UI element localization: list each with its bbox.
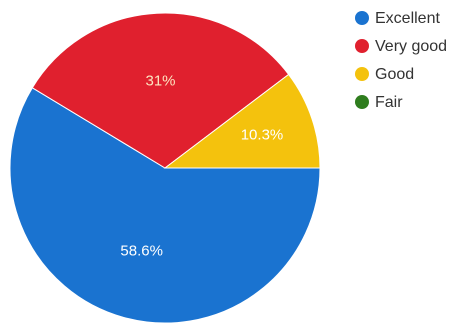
data-label-very-good: 31% <box>145 72 175 89</box>
legend-item-excellent: Excellent <box>355 10 440 27</box>
legend-swatch-good <box>355 67 369 81</box>
legend-label-fair: Fair <box>375 94 403 111</box>
data-label-good: 10.3% <box>241 126 284 143</box>
legend-item-good: Good <box>355 66 414 83</box>
pie-slice-labels: 58.6% 31% 10.3% <box>120 72 283 259</box>
pie-slice-good <box>163 73 321 169</box>
legend-label-excellent: Excellent <box>375 10 440 27</box>
data-label-excellent: 58.6% <box>120 243 163 260</box>
legend-label-very-good: Very good <box>375 38 447 55</box>
pie-slice-very-good <box>31 12 290 169</box>
legend-swatch-fair <box>355 95 369 109</box>
pie-slice-excellent <box>9 87 321 324</box>
legend-item-very-good: Very good <box>355 38 447 55</box>
legend-item-fair: Fair <box>355 94 403 111</box>
chart-legend: Excellent Very good Good Fair <box>355 10 447 111</box>
legend-label-good: Good <box>375 66 414 83</box>
legend-swatch-very-good <box>355 39 369 53</box>
legend-swatch-excellent <box>355 11 369 25</box>
pie-slices <box>9 12 321 324</box>
